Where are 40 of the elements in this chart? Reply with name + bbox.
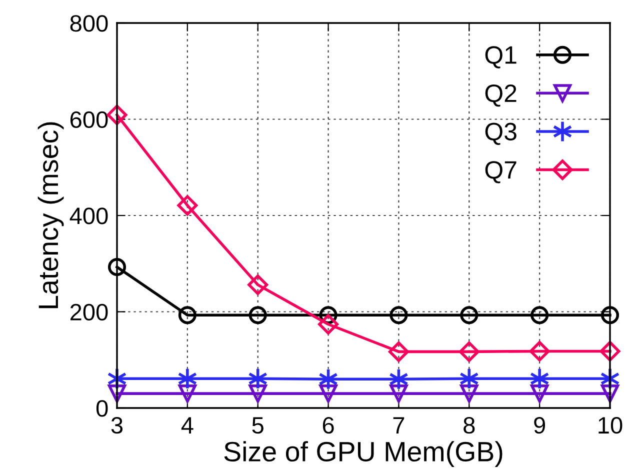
x-tick-label: 3 xyxy=(111,416,123,434)
y-tick-label: 200 xyxy=(70,304,108,321)
point xyxy=(178,384,196,403)
x-axis-title: Size of GPU Mem(GB) xyxy=(224,441,502,467)
x-tick-label: 5 xyxy=(252,417,264,434)
point xyxy=(460,384,478,403)
x-tick-label: 10 xyxy=(598,416,622,434)
y-tick-label: 400 xyxy=(70,208,108,224)
point xyxy=(178,306,196,324)
legend-label: Q7 xyxy=(485,161,516,184)
legend-label: Q2 xyxy=(485,84,516,107)
point xyxy=(529,340,550,362)
y-tick-label: 800 xyxy=(70,15,108,32)
point xyxy=(460,306,478,324)
point xyxy=(177,195,198,216)
y-axis-title: Latency (msec) xyxy=(38,122,64,308)
point xyxy=(458,341,480,362)
x-tick-label: 8 xyxy=(464,416,475,434)
point xyxy=(530,306,549,324)
point xyxy=(530,384,549,403)
x-tick-label: 4 xyxy=(181,417,194,434)
legend-label: Q3 xyxy=(485,122,516,145)
y-tick-label: 0 xyxy=(96,400,108,417)
y-tick-label: 600 xyxy=(70,111,108,128)
point xyxy=(388,341,409,362)
point xyxy=(530,368,550,390)
x-tick-label: 9 xyxy=(534,416,546,434)
point xyxy=(318,314,339,334)
point xyxy=(390,384,408,403)
point xyxy=(178,368,198,390)
point xyxy=(390,306,408,324)
point xyxy=(248,384,267,403)
point xyxy=(600,306,620,324)
x-tick-label: 6 xyxy=(322,416,334,434)
point xyxy=(248,274,268,296)
legend-label: Q1 xyxy=(485,46,516,68)
x-tick-label: 7 xyxy=(393,417,404,434)
point xyxy=(248,306,267,324)
point xyxy=(319,384,338,403)
point xyxy=(108,258,126,276)
